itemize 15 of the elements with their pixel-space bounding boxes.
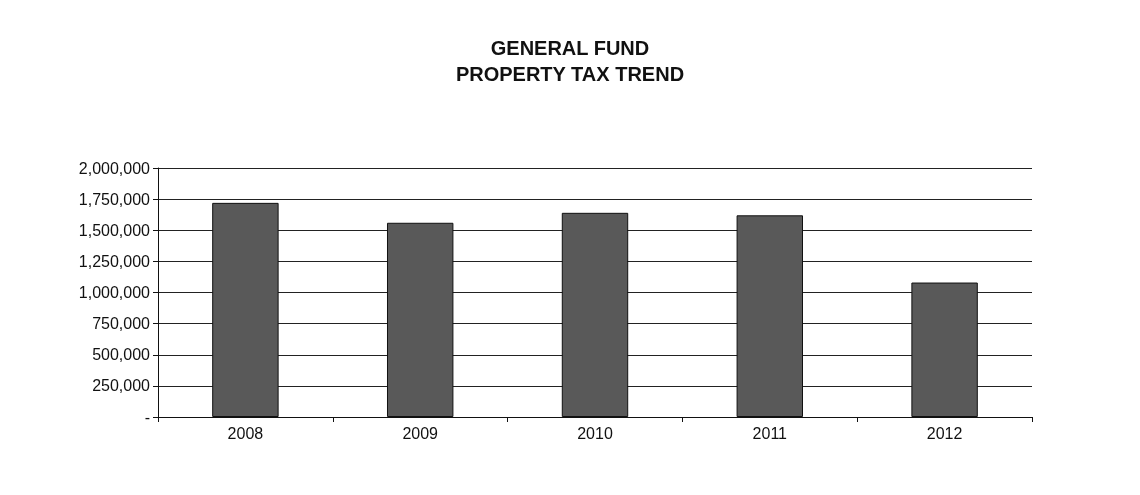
y-tick-label: 500,000 [92,346,151,364]
x-tick-label: 2009 [402,424,439,442]
x-tick-label: 2010 [577,424,613,442]
chart-title: GENERAL FUND PROPERTY TAX TREND [455,37,685,85]
y-tick-label: 250,000 [92,377,151,395]
y-tick-label: 1,750,000 [78,190,151,208]
x-tick-label: 2012 [926,424,963,442]
y-tick-label: - [144,408,150,426]
y-tick-label: 1,000,000 [78,284,151,301]
y-tick-label: 1,500,000 [78,221,151,239]
y-tick-label: 750,000 [92,315,151,333]
x-tick-label: 2011 [752,424,788,442]
y-tick-label: 2,000,000 [78,159,151,177]
x-tick-label: 2008 [227,424,264,442]
y-tick-label: 1,250,000 [78,252,151,270]
